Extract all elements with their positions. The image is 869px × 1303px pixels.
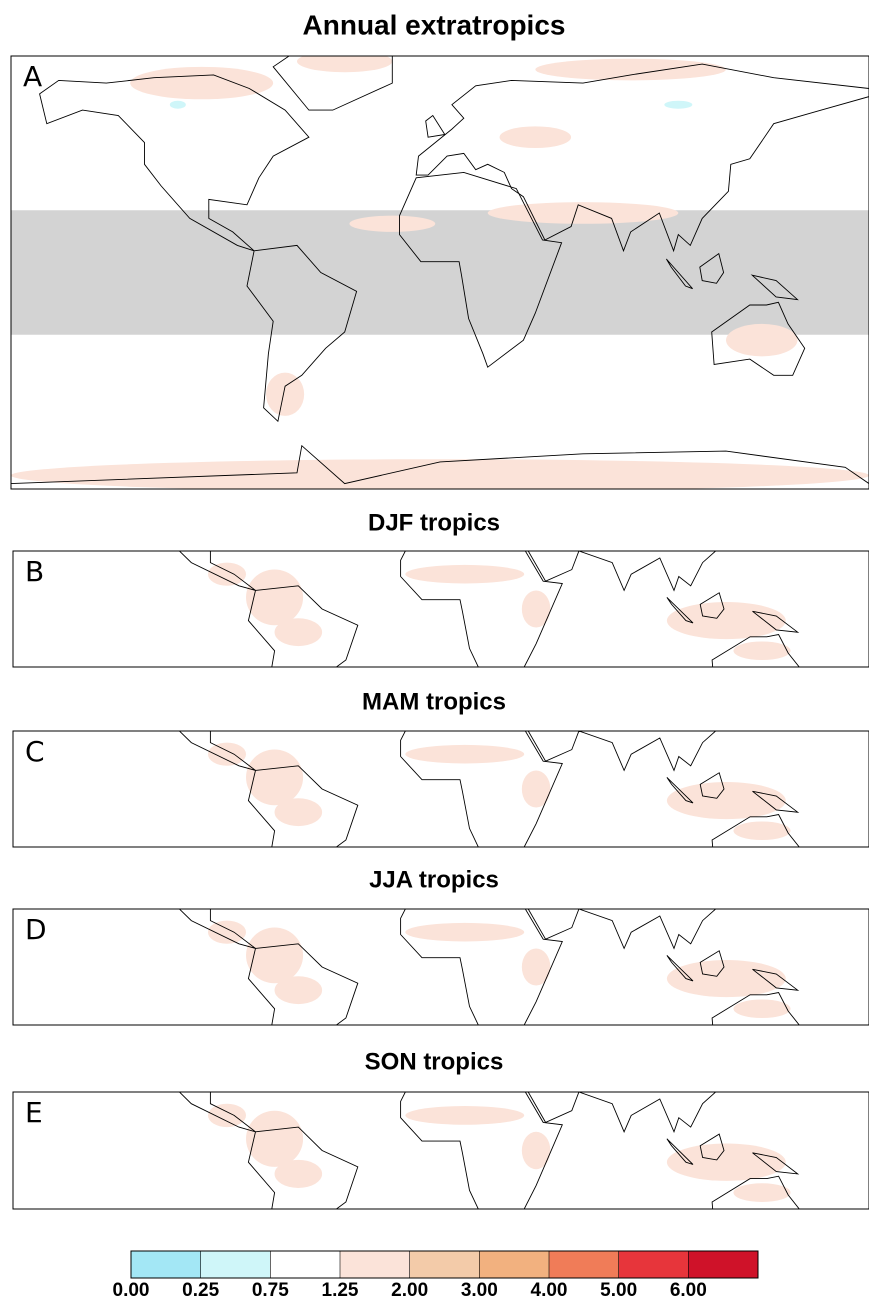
anomaly-patch — [522, 948, 551, 985]
colorbar-label: 4.00 — [531, 1280, 568, 1301]
anomaly-patch — [535, 59, 726, 81]
anomaly-patch — [246, 1111, 303, 1167]
anomaly-patch — [208, 921, 246, 944]
map — [11, 51, 869, 517]
anomaly-patch — [733, 821, 790, 840]
anomaly-patch — [405, 1106, 524, 1125]
panel-letter: D — [25, 913, 47, 946]
colorbar-label: 3.00 — [461, 1280, 498, 1301]
colorbar-label: 6.00 — [670, 1280, 707, 1301]
anomaly-patch — [130, 67, 273, 99]
panel-title: MAM tropics — [362, 688, 506, 715]
colorbar-bin — [549, 1251, 619, 1278]
colorbar-bin — [410, 1251, 480, 1278]
colorbar-label: 5.00 — [600, 1280, 637, 1301]
anomaly-patch — [275, 976, 323, 1004]
colorbar-label: 2.00 — [391, 1280, 428, 1301]
colorbar-bin — [201, 1251, 271, 1278]
panel-letter: E — [25, 1096, 43, 1129]
coastline — [427, 654, 446, 673]
colorbar-bin — [619, 1251, 689, 1278]
anomaly-patch — [667, 1143, 786, 1180]
anomaly-patch — [208, 743, 246, 766]
anomaly-patch — [275, 798, 323, 826]
anomaly-patch — [522, 590, 551, 627]
colorbar-bin — [340, 1251, 410, 1278]
anomaly-patch — [522, 770, 551, 807]
anomaly-patch — [726, 324, 798, 356]
coastline — [426, 116, 445, 138]
colorbar-label: 1.25 — [322, 1280, 359, 1301]
anomaly-patch — [488, 202, 679, 224]
tropics-band — [11, 210, 869, 334]
anomaly-patch — [208, 1104, 246, 1127]
land — [427, 654, 446, 673]
panel-title: JJA tropics — [369, 866, 499, 893]
colorbar-bin — [688, 1251, 758, 1278]
panel-letter: B — [25, 555, 44, 588]
panel-letter: C — [25, 735, 45, 768]
panel-title: Annual extratropics — [303, 9, 566, 40]
anomaly-patch — [170, 101, 186, 109]
anomaly-patch — [246, 570, 303, 626]
anomaly-patch — [522, 1132, 551, 1169]
anomaly-patch — [733, 641, 790, 660]
anomaly-patch — [297, 51, 392, 73]
coastline — [427, 1015, 446, 1034]
anomaly-patch — [11, 459, 869, 491]
colorbar-bin — [270, 1251, 340, 1278]
colorbar-bin — [479, 1251, 549, 1278]
colorbar-bin — [131, 1251, 201, 1278]
anomaly-patch — [733, 999, 790, 1018]
anomaly-patch — [405, 745, 524, 764]
anomaly-patch — [246, 750, 303, 806]
anomaly-patch — [405, 565, 524, 584]
anomaly-patch — [667, 960, 786, 997]
land — [427, 1015, 446, 1034]
panel-title: DJF tropics — [368, 509, 500, 536]
anomaly-patch — [500, 126, 572, 148]
anomaly-patch — [664, 101, 692, 109]
colorbar-label: 0.00 — [113, 1280, 150, 1301]
figure: Annual extratropics A DJF tropics B MAM trop… — [0, 0, 869, 1303]
anomaly-patch — [667, 602, 786, 639]
anomaly-patch — [405, 923, 524, 942]
panel-title: SON tropics — [365, 1048, 504, 1075]
anomaly-patch — [349, 216, 435, 232]
colorbar-label: 0.25 — [182, 1280, 219, 1301]
land — [427, 832, 446, 851]
colorbar-label: 0.75 — [252, 1280, 289, 1301]
panel-letter: A — [23, 60, 42, 93]
anomaly-patch — [208, 563, 246, 586]
anomaly-patch — [275, 1160, 323, 1188]
coastline — [427, 832, 446, 851]
anomaly-patch — [733, 1183, 790, 1202]
anomaly-patch — [275, 618, 323, 646]
anomaly-patch — [667, 782, 786, 819]
anomaly-patch — [266, 373, 304, 416]
anomaly-patch — [246, 928, 303, 984]
